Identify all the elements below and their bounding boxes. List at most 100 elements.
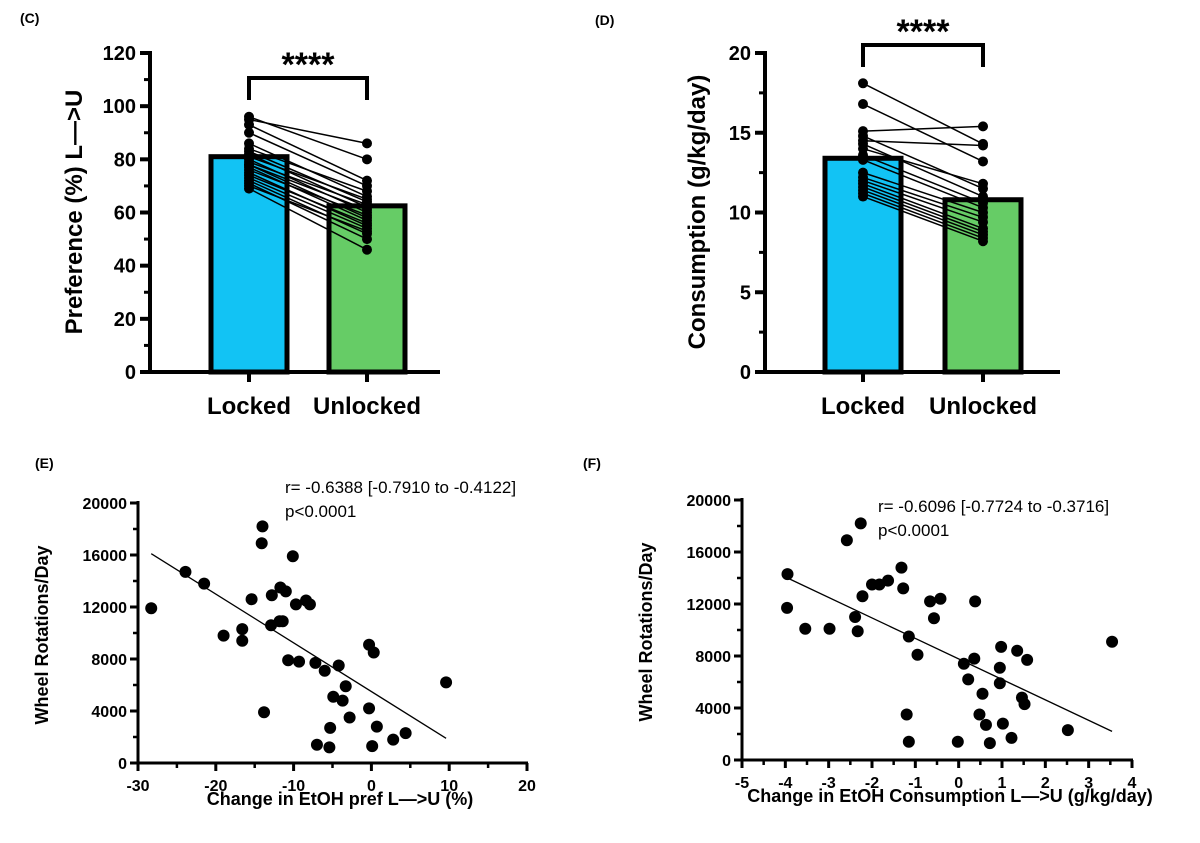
point-unlocked (978, 156, 988, 167)
point-unlocked (362, 154, 372, 165)
data-point (902, 630, 915, 643)
data-point (983, 737, 996, 750)
y-tick-label: 40 (114, 256, 136, 278)
x-tick-label: -3 (822, 775, 836, 792)
x-axis-label: Change in EtOH Consumption L—>U (g/kg/da… (747, 786, 1153, 806)
data-point (258, 706, 271, 719)
y-tick-label: 0 (740, 362, 751, 384)
data-point (1061, 724, 1074, 737)
x-tick-label: -4 (778, 775, 792, 792)
data-point (911, 648, 924, 661)
paired-line (248, 169, 368, 216)
category-label: Unlocked (929, 393, 1037, 420)
data-point (924, 595, 937, 608)
p-value-annotation: p<0.0001 (285, 502, 356, 521)
p-value-annotation: p<0.0001 (878, 521, 949, 540)
regression-line (150, 553, 447, 739)
data-point (245, 593, 258, 606)
x-tick-label: 0 (954, 775, 963, 792)
data-point (255, 537, 268, 550)
paired-line (248, 147, 368, 192)
regression-line (787, 577, 1113, 732)
data-point (854, 517, 867, 530)
point-unlocked (362, 210, 372, 221)
paired-line (862, 186, 984, 233)
x-tick-label: 4 (1128, 775, 1137, 792)
data-point (399, 727, 412, 740)
data-point (179, 565, 192, 578)
x-tick-label: 1 (998, 775, 1007, 792)
y-axis-label: Consumption (g/kg/day) (684, 75, 711, 350)
significance-bracket (247, 76, 369, 100)
paired-line (248, 132, 368, 187)
paired-line (248, 161, 368, 206)
x-tick-label: -20 (204, 778, 227, 795)
paired-line (862, 154, 984, 204)
data-point (332, 659, 345, 672)
panel-label: (E) (35, 455, 54, 471)
y-tick-label: 0 (125, 362, 136, 384)
y-tick-label: 20000 (83, 496, 128, 513)
paired-line (248, 174, 368, 224)
data-point (969, 595, 982, 608)
data-point (282, 654, 295, 667)
point-unlocked (978, 236, 988, 247)
data-point (957, 657, 970, 670)
data-point (849, 611, 862, 623)
data-point (840, 534, 853, 547)
significance-stars: **** (897, 13, 951, 51)
data-point (323, 741, 336, 754)
category-label: Unlocked (313, 393, 421, 420)
y-axis-label: Wheel Rotations/Day (636, 542, 656, 721)
data-point (781, 568, 794, 581)
data-point (973, 708, 986, 721)
data-point (993, 677, 1006, 690)
data-point (198, 577, 211, 590)
point-locked (858, 191, 868, 202)
panel-label: (C) (20, 10, 39, 26)
data-point (996, 717, 1009, 730)
data-point (293, 655, 306, 668)
paired-line (248, 124, 368, 182)
data-point (236, 623, 249, 636)
data-point (976, 687, 989, 700)
data-point (895, 561, 908, 574)
data-point (968, 652, 981, 665)
point-unlocked (362, 226, 372, 237)
data-point (309, 656, 322, 669)
paired-line (248, 166, 368, 222)
y-axis-label: Wheel Rotations/Day (32, 545, 52, 724)
x-tick-label: 0 (367, 778, 376, 795)
x-tick-label: 2 (1041, 775, 1050, 792)
data-point (934, 592, 947, 605)
data-point (324, 721, 337, 734)
point-locked (858, 99, 868, 110)
y-tick-label: 80 (114, 149, 136, 171)
point-unlocked (362, 244, 372, 255)
paired-line (248, 163, 368, 219)
paired-line (862, 192, 984, 239)
point-locked (244, 127, 254, 138)
data-point (236, 634, 249, 647)
y-tick-label: 20000 (687, 493, 732, 510)
y-tick-label: 10 (729, 203, 751, 225)
y-tick-label: 20 (114, 309, 136, 331)
data-point (145, 602, 158, 615)
x-tick-label: 3 (1084, 775, 1093, 792)
y-tick-label: 0 (722, 753, 731, 770)
data-point (286, 550, 299, 563)
y-tick-label: 120 (103, 43, 136, 65)
x-axis-label: Change in EtOH pref L—>U (%) (207, 789, 474, 809)
data-point (256, 520, 269, 533)
data-point (962, 673, 975, 686)
x-tick-label: -5 (735, 775, 749, 792)
data-point (265, 589, 278, 602)
data-point (995, 640, 1008, 653)
paired-line (862, 195, 984, 242)
x-tick-label: -10 (282, 778, 305, 795)
correlation-annotation: r= -0.6388 [-0.7910 to -0.4122] (285, 478, 516, 497)
data-point (303, 598, 316, 611)
y-tick-label: 5 (740, 282, 751, 304)
paired-line (862, 139, 984, 147)
